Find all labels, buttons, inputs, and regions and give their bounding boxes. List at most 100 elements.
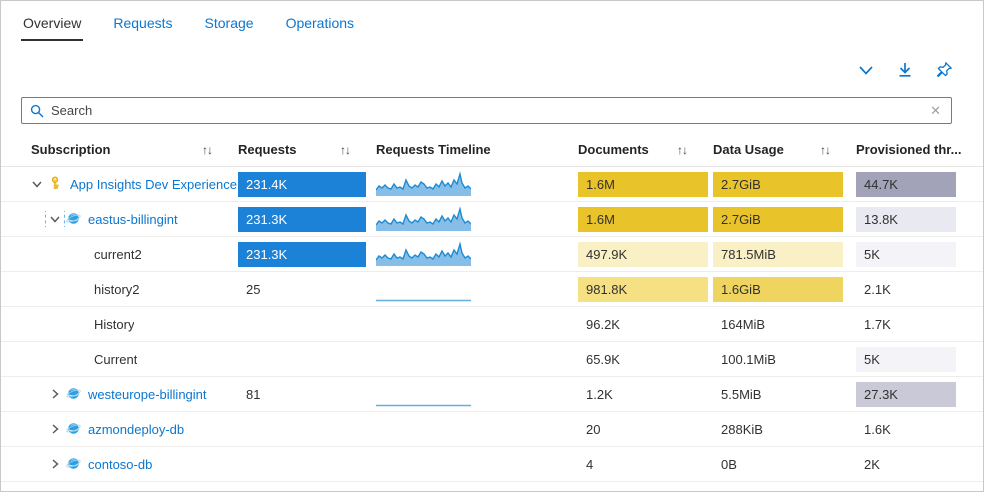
documents-bar-cell: 497.9K: [578, 241, 713, 267]
tab-operations[interactable]: Operations: [285, 15, 355, 31]
pin-icon[interactable]: [933, 59, 955, 81]
cosmos-db-icon: [66, 456, 82, 472]
table-row[interactable]: history2 25 981.8K 1.6GiB 2.1K: [1, 272, 983, 307]
table-row[interactable]: azmondeploy-db 20 288KiB 1.6K: [1, 412, 983, 447]
resource-link[interactable]: App Insights Dev Experience: [70, 176, 237, 192]
requests-bar: 231.3K: [238, 206, 366, 232]
data-usage-bar-cell: 5.5MiB: [713, 382, 856, 407]
provisioned-throughput-bar-cell: 27.3K: [856, 381, 983, 407]
subscription-cell: App Insights Dev Experience: [21, 176, 238, 192]
data-usage-bar: 2.7GiB: [713, 171, 843, 197]
chevron-right-icon[interactable]: [47, 421, 63, 437]
chevron-right-icon[interactable]: [47, 386, 63, 402]
data-usage-bar-cell: 288KiB: [713, 417, 856, 442]
sort-icon[interactable]: ↑↓: [677, 142, 688, 157]
requests-flatline: [376, 276, 471, 302]
chevron-down-icon[interactable]: [45, 211, 65, 227]
sort-icon[interactable]: ↑↓: [202, 142, 213, 157]
subscription-cell: current2: [21, 247, 238, 262]
search-input[interactable]: [51, 103, 929, 118]
cosmos-db-icon: [66, 386, 82, 402]
requests-bar: [238, 452, 366, 477]
cosmos-db-icon: [66, 421, 82, 437]
documents-bar-cell: 96.2K: [578, 312, 713, 337]
table-row[interactable]: current2 231.3K 497.9K 781.5MiB 5K: [1, 237, 983, 272]
sort-icon[interactable]: ↑↓: [340, 142, 351, 157]
data-usage-bar: 164MiB: [721, 316, 766, 332]
requests-flatline: [376, 381, 471, 407]
provisioned-throughput-bar-cell: 13.8K: [856, 206, 983, 232]
column-label: Provisioned thr...: [856, 142, 962, 157]
resource-link[interactable]: azmondeploy-db: [88, 421, 185, 437]
toolbar: [855, 59, 955, 81]
data-usage-bar-cell: 1.6GiB: [713, 276, 856, 302]
documents-bar-cell: 20: [578, 417, 713, 442]
documents-bar: 1.6M: [578, 171, 708, 197]
documents-bar: 4: [586, 456, 594, 472]
documents-bar: 497.9K: [578, 241, 708, 267]
data-usage-bar-cell: 781.5MiB: [713, 241, 856, 267]
table-row[interactable]: contoso-db 4 0B 2K: [1, 447, 983, 482]
requests-sparkline: [376, 241, 471, 267]
table-row[interactable]: eastus-billingint 231.3K 1.6M 2.7GiB 13.8K: [1, 202, 983, 237]
data-usage-bar-cell: 100.1MiB: [713, 347, 856, 372]
provisioned-throughput-bar: 27.3K: [856, 381, 956, 407]
resource-label: current2: [94, 246, 142, 262]
data-usage-bar: 100.1MiB: [721, 351, 776, 367]
provisioned-throughput-bar: 1.7K: [864, 316, 891, 332]
table-row[interactable]: App Insights Dev Experience 231.4K 1.6M 2.7…: [1, 167, 983, 202]
table-row[interactable]: History 96.2K 164MiB 1.7K: [1, 307, 983, 342]
provisioned-throughput-bar-cell: 5K: [856, 346, 983, 372]
data-usage-bar-cell: 2.7GiB: [713, 206, 856, 232]
resource-link[interactable]: contoso-db: [88, 456, 153, 472]
requests-timeline-empty: [376, 346, 471, 372]
requests-bar-cell: [238, 312, 376, 337]
requests-bar: [238, 347, 366, 372]
provisioned-throughput-bar-cell: 1.7K: [856, 312, 983, 337]
chevron-right-icon[interactable]: [47, 456, 63, 472]
subscription-cell: History: [21, 317, 238, 332]
requests-bar: 231.4K: [238, 171, 366, 197]
tab-requests[interactable]: Requests: [113, 15, 173, 31]
subscription-cell: Current: [21, 352, 238, 367]
documents-bar-cell: 1.6M: [578, 171, 713, 197]
cosmos-db-icon: [66, 211, 82, 227]
column-label: Requests Timeline: [376, 142, 491, 157]
tab-storage[interactable]: Storage: [204, 15, 254, 31]
subscriptions-table: Subscription ↑↓ Requests ↑↓ Requests Timelin…: [1, 133, 983, 482]
table-row[interactable]: westeurope-billingint 81 1.2K 5.5MiB 27.3K: [1, 377, 983, 412]
resource-link[interactable]: westeurope-billingint: [88, 386, 207, 402]
column-header-subscription[interactable]: Subscription ↑↓: [21, 142, 238, 157]
resource-link[interactable]: eastus-billingint: [88, 211, 178, 227]
download-icon[interactable]: [894, 59, 916, 81]
column-header-data_usage[interactable]: Data Usage ↑↓: [713, 142, 856, 157]
chevron-down-icon[interactable]: [29, 176, 45, 192]
collapse-chevron-icon[interactable]: [855, 59, 877, 81]
documents-bar: 1.6M: [578, 206, 708, 232]
data-usage-bar: 2.7GiB: [713, 206, 843, 232]
clear-search-icon[interactable]: ✕: [930, 102, 941, 118]
table-row[interactable]: Current 65.9K 100.1MiB 5K: [1, 342, 983, 377]
resource-label: history2: [94, 281, 140, 297]
resource-label: Current: [94, 351, 138, 367]
requests-sparkline: [376, 206, 471, 232]
provisioned-throughput-bar: 5K: [856, 346, 956, 372]
data-usage-bar: 1.6GiB: [713, 276, 843, 302]
column-header-documents[interactable]: Documents ↑↓: [578, 142, 713, 157]
tab-overview[interactable]: Overview: [21, 11, 84, 41]
requests-timeline-empty: [376, 451, 471, 477]
resource-label: History: [94, 316, 135, 332]
requests-bar: [238, 417, 366, 442]
provisioned-throughput-bar-cell: 44.7K: [856, 171, 983, 197]
data-usage-bar-cell: 2.7GiB: [713, 171, 856, 197]
sort-icon[interactable]: ↑↓: [820, 142, 831, 157]
documents-bar: 981.8K: [578, 276, 708, 302]
column-header-requests[interactable]: Requests ↑↓: [238, 142, 376, 157]
subscription-cell: westeurope-billingint: [21, 386, 238, 402]
requests-bar-cell: [238, 347, 376, 372]
subscription-cell: azmondeploy-db: [21, 421, 238, 437]
documents-bar-cell: 65.9K: [578, 347, 713, 372]
provisioned-throughput-bar: 2.1K: [864, 281, 891, 297]
column-label: Requests: [238, 142, 297, 157]
